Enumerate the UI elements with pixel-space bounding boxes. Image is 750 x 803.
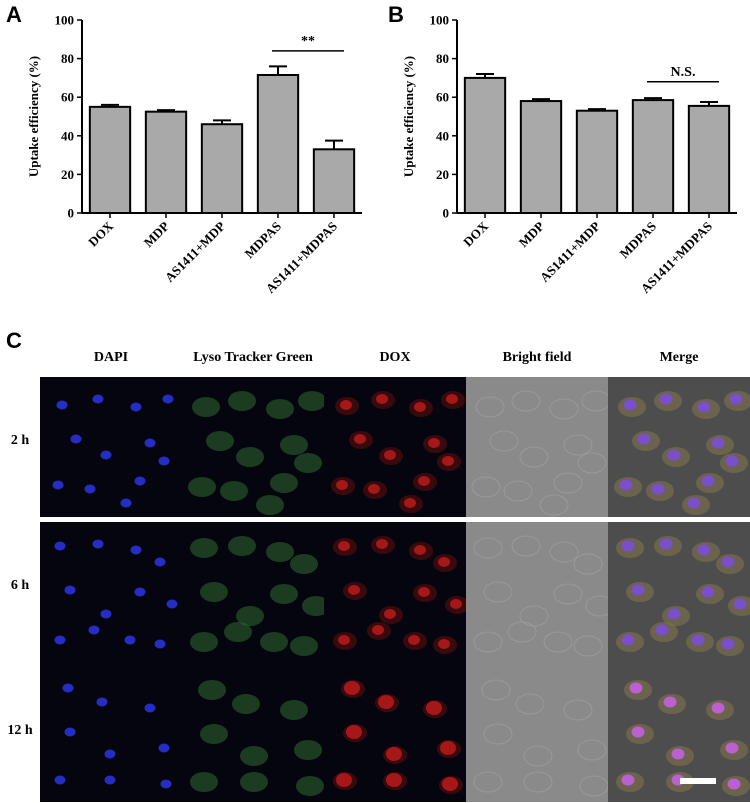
y-tick-label: 100 bbox=[55, 13, 75, 28]
bar-as1411-mdpas bbox=[312, 148, 356, 214]
bar-as1411-mdpas bbox=[687, 104, 731, 214]
bar-mdpas bbox=[256, 74, 300, 214]
micrograph-dox-12h bbox=[324, 662, 466, 802]
significance-label: N.S. bbox=[671, 65, 696, 80]
x-tick-label: DOX bbox=[460, 218, 491, 249]
micrograph-merge-12h bbox=[608, 662, 750, 802]
y-tick-label: 100 bbox=[430, 13, 450, 28]
bar-mdp bbox=[519, 100, 563, 214]
uptake-bar-chart-a: 0 20 40 60 80 100 Uptake efficiency (%) DOX MDPA… bbox=[26, 13, 362, 296]
micrograph-lyso-tracker-green-2h bbox=[182, 377, 324, 517]
y-tick-label: 80 bbox=[61, 51, 74, 66]
y-tick-label: 80 bbox=[436, 51, 449, 66]
x-tick-label: AS1411+MDP bbox=[162, 218, 228, 284]
micrograph-dapi-6h bbox=[40, 522, 182, 662]
bar-dox bbox=[88, 105, 132, 214]
bar-as1411-mdp bbox=[200, 123, 244, 214]
bar-mdpas bbox=[631, 99, 675, 214]
bar-dox bbox=[463, 76, 507, 215]
y-axis-label: Uptake efficiency (%) bbox=[26, 56, 41, 177]
y-axis-label: Uptake efficiency (%) bbox=[401, 56, 416, 177]
x-tick-label: AS1411+MDP bbox=[537, 218, 603, 284]
y-tick-label: 0 bbox=[68, 206, 75, 221]
x-tick-label: MDPAS bbox=[242, 219, 285, 262]
micrograph-lyso-tracker-green-12h bbox=[182, 662, 324, 802]
x-tick-label: MDP bbox=[516, 218, 548, 250]
micrograph-dox-6h bbox=[324, 522, 466, 662]
micrograph-bright-field-6h bbox=[466, 522, 608, 662]
row-label-12h: 12 h bbox=[7, 723, 33, 738]
column-header-bright-field: Bright field bbox=[502, 350, 572, 365]
y-tick-label: 0 bbox=[443, 206, 450, 221]
y-tick-label: 40 bbox=[61, 128, 74, 143]
bar-mdp bbox=[144, 110, 188, 214]
x-tick-label: MDP bbox=[141, 218, 173, 250]
micrograph-merge-2h bbox=[608, 377, 750, 517]
panel-label-b: B bbox=[388, 2, 404, 27]
micrograph-bright-field-2h bbox=[466, 377, 608, 517]
significance-label: ** bbox=[301, 34, 315, 49]
micrograph-lyso-tracker-green-6h bbox=[182, 522, 324, 662]
micrograph-dapi-2h bbox=[40, 377, 182, 517]
micrograph-dox-2h bbox=[324, 377, 466, 517]
row-label-2h: 2 h bbox=[10, 433, 30, 448]
x-tick-label: MDPAS bbox=[617, 219, 660, 262]
panel-label-c: C bbox=[6, 328, 22, 353]
y-tick-label: 20 bbox=[61, 167, 74, 182]
y-tick-label: 60 bbox=[61, 90, 74, 105]
scale-bar bbox=[680, 778, 716, 784]
y-tick-label: 20 bbox=[436, 167, 449, 182]
micrograph-merge-6h bbox=[608, 522, 750, 662]
micrograph-bright-field-12h bbox=[466, 662, 608, 802]
panel-label-a: A bbox=[6, 2, 22, 27]
y-tick-label: 40 bbox=[436, 128, 449, 143]
column-header-dox: DOX bbox=[379, 350, 411, 365]
row-label-6h: 6 h bbox=[10, 578, 30, 593]
column-header-dapi: DAPI bbox=[93, 350, 129, 365]
micrograph-dapi-12h bbox=[40, 662, 182, 802]
column-header-merge: Merge bbox=[659, 350, 699, 365]
x-tick-label: DOX bbox=[85, 218, 116, 249]
bar-as1411-mdp bbox=[575, 109, 619, 214]
column-header-lyso-tracker-green: Lyso Tracker Green bbox=[193, 350, 313, 365]
uptake-bar-chart-b: 0 20 40 60 80 100 Uptake efficiency (%) DOX MDPA… bbox=[401, 13, 737, 296]
y-tick-label: 60 bbox=[436, 90, 449, 105]
